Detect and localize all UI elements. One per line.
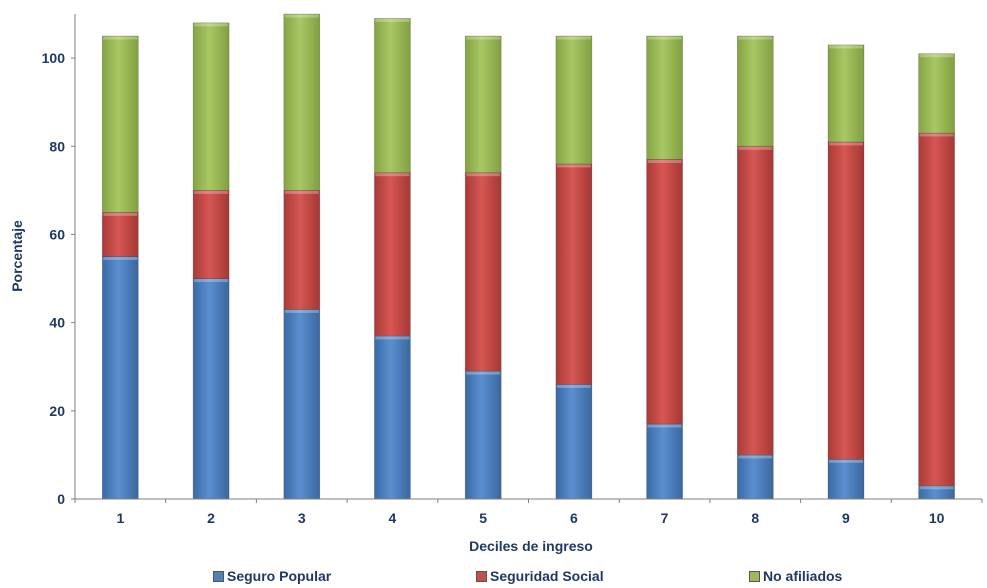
legend: Seguro Popular Seguridad Social No afili… xyxy=(0,568,987,588)
bar-seguro-popular-decile-3 xyxy=(284,309,320,499)
bar-highlight-seguro-popular-decile-5 xyxy=(466,372,500,375)
bar-highlight-seguridad-social-decile-5 xyxy=(466,173,500,176)
bar-no-afiliados-decile-7 xyxy=(647,36,683,160)
bar-seguridad-social-decile-2 xyxy=(193,190,229,278)
legend-item-seguridad-social: Seguridad Social xyxy=(476,568,604,584)
bar-highlight-seguridad-social-decile-7 xyxy=(648,160,682,163)
bar-highlight-no-afiliados-decile-1 xyxy=(103,37,137,40)
bar-no-afiliados-decile-9 xyxy=(828,45,864,142)
legend-swatch-seguro-popular xyxy=(213,571,224,582)
bar-seguro-popular-decile-8 xyxy=(737,455,773,499)
bar-seguridad-social-decile-10 xyxy=(919,133,955,486)
x-tick-label-8: 8 xyxy=(751,510,759,526)
bar-highlight-no-afiliados-decile-2 xyxy=(194,23,228,26)
x-tick-label-4: 4 xyxy=(389,510,397,526)
x-tick-label-5: 5 xyxy=(479,510,487,526)
y-tick-label-80: 80 xyxy=(49,138,65,154)
bar-highlight-seguro-popular-decile-4 xyxy=(375,336,409,339)
bar-highlight-no-afiliados-decile-5 xyxy=(466,37,500,40)
x-tick-label-10: 10 xyxy=(929,510,945,526)
legend-item-no-afiliados: No afiliados xyxy=(749,568,842,584)
bar-highlight-seguridad-social-decile-2 xyxy=(194,191,228,194)
bar-highlight-seguro-popular-decile-3 xyxy=(285,310,319,313)
bar-highlight-no-afiliados-decile-7 xyxy=(648,37,682,40)
bar-highlight-seguro-popular-decile-10 xyxy=(920,486,954,489)
legend-label-no-afiliados: No afiliados xyxy=(763,568,842,584)
x-tick-label-9: 9 xyxy=(842,510,850,526)
bar-seguro-popular-decile-9 xyxy=(828,459,864,499)
bars-group xyxy=(102,14,954,499)
bar-highlight-no-afiliados-decile-4 xyxy=(375,19,409,22)
y-tick-label-40: 40 xyxy=(49,315,65,331)
bar-highlight-seguridad-social-decile-4 xyxy=(375,173,409,176)
bar-highlight-seguro-popular-decile-8 xyxy=(738,455,772,458)
x-tick-label-6: 6 xyxy=(570,510,578,526)
bar-no-afiliados-decile-3 xyxy=(284,14,320,190)
y-axis-title: Porcentaje xyxy=(9,220,25,292)
bar-seguridad-social-decile-7 xyxy=(647,160,683,425)
x-axis-title: Deciles de ingreso xyxy=(469,538,593,554)
bar-highlight-no-afiliados-decile-8 xyxy=(738,37,772,40)
bar-seguro-popular-decile-7 xyxy=(647,424,683,499)
bar-highlight-seguridad-social-decile-6 xyxy=(557,164,591,167)
bar-no-afiliados-decile-8 xyxy=(737,36,773,146)
bar-seguridad-social-decile-3 xyxy=(284,190,320,309)
legend-label-seguro-popular: Seguro Popular xyxy=(227,568,331,584)
bar-no-afiliados-decile-4 xyxy=(374,18,410,172)
stacked-bar-chart: 0 20 40 60 80 100 1 2 3 4 5 6 7 8 9 10 Deciles de ingr… xyxy=(0,0,987,568)
y-tick-label-60: 60 xyxy=(49,226,65,242)
bar-highlight-no-afiliados-decile-3 xyxy=(285,15,319,18)
bar-highlight-seguridad-social-decile-1 xyxy=(103,213,137,216)
bar-seguridad-social-decile-8 xyxy=(737,146,773,455)
bar-highlight-seguro-popular-decile-1 xyxy=(103,257,137,260)
x-tick-label-3: 3 xyxy=(298,510,306,526)
bar-seguridad-social-decile-5 xyxy=(465,173,501,371)
x-tick-label-1: 1 xyxy=(116,510,124,526)
bar-no-afiliados-decile-2 xyxy=(193,23,229,191)
bar-seguridad-social-decile-6 xyxy=(556,164,592,385)
x-tick-label-7: 7 xyxy=(661,510,669,526)
bar-seguro-popular-decile-6 xyxy=(556,384,592,499)
y-tick-label-0: 0 xyxy=(57,491,65,507)
bar-highlight-seguro-popular-decile-7 xyxy=(648,425,682,428)
legend-label-seguridad-social: Seguridad Social xyxy=(490,568,604,584)
bar-highlight-seguro-popular-decile-2 xyxy=(194,279,228,282)
bar-no-afiliados-decile-6 xyxy=(556,36,592,164)
bar-seguro-popular-decile-2 xyxy=(193,279,229,500)
bar-no-afiliados-decile-1 xyxy=(102,36,138,212)
bar-seguro-popular-decile-4 xyxy=(374,336,410,499)
y-tick-label-100: 100 xyxy=(42,50,66,66)
bar-highlight-seguridad-social-decile-9 xyxy=(829,142,863,145)
bar-highlight-no-afiliados-decile-6 xyxy=(557,37,591,40)
bar-highlight-seguro-popular-decile-9 xyxy=(829,460,863,463)
bar-no-afiliados-decile-5 xyxy=(465,36,501,173)
bar-seguro-popular-decile-5 xyxy=(465,371,501,499)
bar-seguridad-social-decile-4 xyxy=(374,173,410,336)
y-tick-label-20: 20 xyxy=(49,403,65,419)
bar-highlight-no-afiliados-decile-10 xyxy=(920,54,954,57)
x-ticks: 1 2 3 4 5 6 7 8 9 10 xyxy=(75,499,982,526)
bar-highlight-seguro-popular-decile-6 xyxy=(557,385,591,388)
bar-highlight-no-afiliados-decile-9 xyxy=(829,45,863,48)
legend-swatch-no-afiliados xyxy=(749,571,760,582)
bar-seguridad-social-decile-9 xyxy=(828,142,864,460)
bar-highlight-seguridad-social-decile-10 xyxy=(920,134,954,137)
legend-item-seguro-popular: Seguro Popular xyxy=(213,568,331,584)
bar-seguridad-social-decile-1 xyxy=(102,212,138,256)
bar-seguro-popular-decile-1 xyxy=(102,257,138,500)
bar-highlight-seguridad-social-decile-3 xyxy=(285,191,319,194)
y-ticks: 0 20 40 60 80 100 xyxy=(42,50,75,507)
legend-swatch-seguridad-social xyxy=(476,571,487,582)
bar-no-afiliados-decile-10 xyxy=(919,54,955,133)
bar-highlight-seguridad-social-decile-8 xyxy=(738,147,772,150)
x-tick-label-2: 2 xyxy=(207,510,215,526)
